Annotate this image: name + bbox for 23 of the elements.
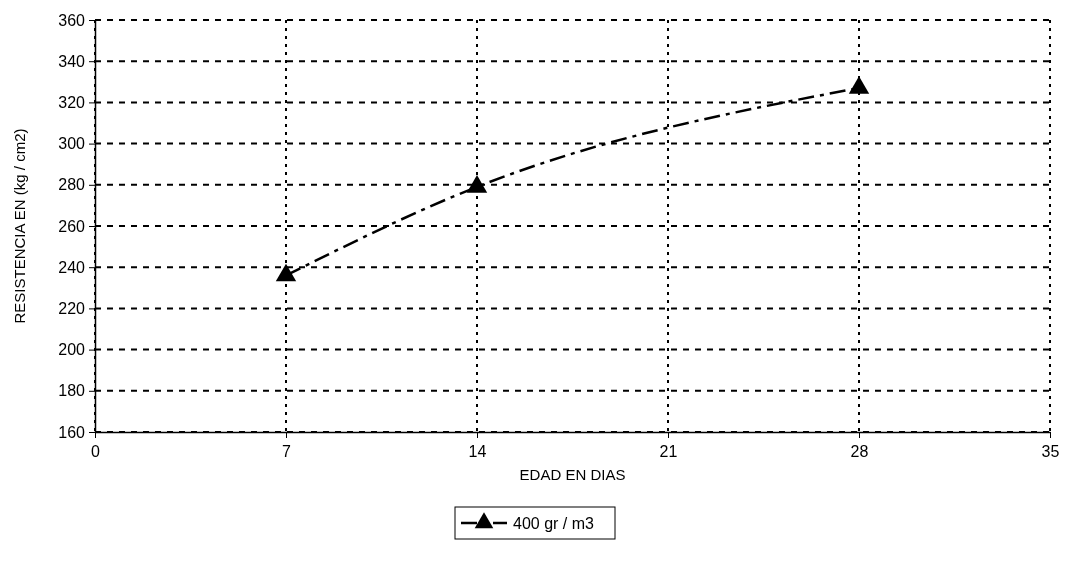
y-tick-label: 160 <box>58 423 86 441</box>
y-tick-label: 280 <box>58 176 86 194</box>
y-tick-label: 320 <box>58 94 86 112</box>
y-tick-label: 360 <box>58 11 86 29</box>
y-axis-title: RESISTENCIA EN (kg / cm2) <box>11 128 28 324</box>
x-tick-label: 0 <box>91 443 101 461</box>
legend-label: 400 gr / m3 <box>513 515 595 532</box>
point <box>466 175 488 193</box>
y-tick-label: 240 <box>58 258 86 276</box>
x-axis-title: EDAD EN DIAS <box>519 466 626 483</box>
x-tick-label: 28 <box>850 443 869 461</box>
x-tick-label: 21 <box>659 443 678 461</box>
x-tick-label: 35 <box>1041 443 1060 461</box>
y-tick-label: 180 <box>58 382 86 400</box>
point <box>848 76 870 94</box>
x-tick-label: 7 <box>282 443 292 461</box>
x-tick-label: 14 <box>468 443 487 461</box>
y-tick-label: 260 <box>58 217 86 235</box>
y-tick-label: 220 <box>58 300 86 318</box>
y-tick-label: 300 <box>58 135 86 153</box>
y-tick-label: 340 <box>58 52 86 70</box>
point <box>275 263 297 282</box>
y-tick-label: 200 <box>58 341 86 359</box>
